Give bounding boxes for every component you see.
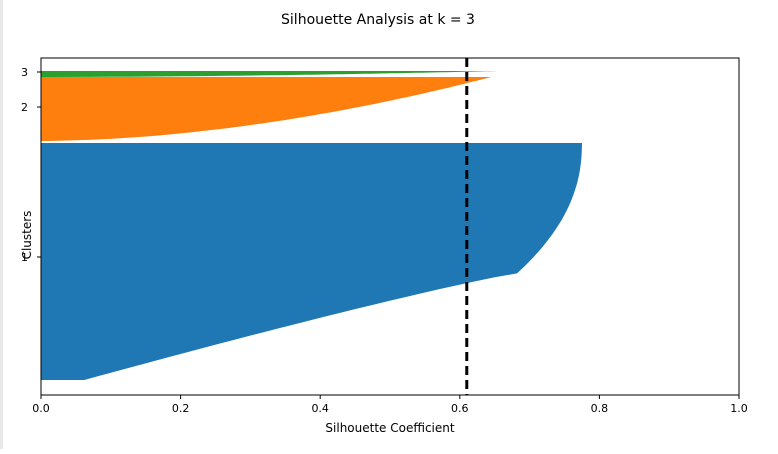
x-tick-label: 1.0 (730, 402, 748, 415)
x-tick-label: 0.0 (32, 402, 50, 415)
cluster-1-band (41, 143, 582, 380)
window-edge (0, 0, 3, 449)
x-axis: 0.0 0.2 0.4 0.6 0.8 1.0 (32, 395, 748, 415)
x-axis-label: Silhouette Coefficient (325, 421, 454, 435)
y-tick-label: 1 (21, 251, 28, 264)
y-axis-label: Clusters (20, 211, 34, 260)
cluster-2-band (41, 77, 492, 141)
y-tick-label: 2 (21, 101, 28, 114)
plot-frame (40, 57, 740, 396)
y-axis: 1 2 3 (21, 66, 41, 264)
cluster-bands (41, 71, 582, 380)
cluster-3-band (41, 71, 499, 77)
chart-title: Silhouette Analysis at k = 3 (281, 12, 475, 28)
y-tick-label: 3 (21, 66, 28, 79)
x-tick-label: 0.8 (591, 402, 609, 415)
x-tick-label: 0.6 (451, 402, 469, 415)
x-tick-label: 0.2 (172, 402, 190, 415)
x-tick-label: 0.4 (311, 402, 329, 415)
